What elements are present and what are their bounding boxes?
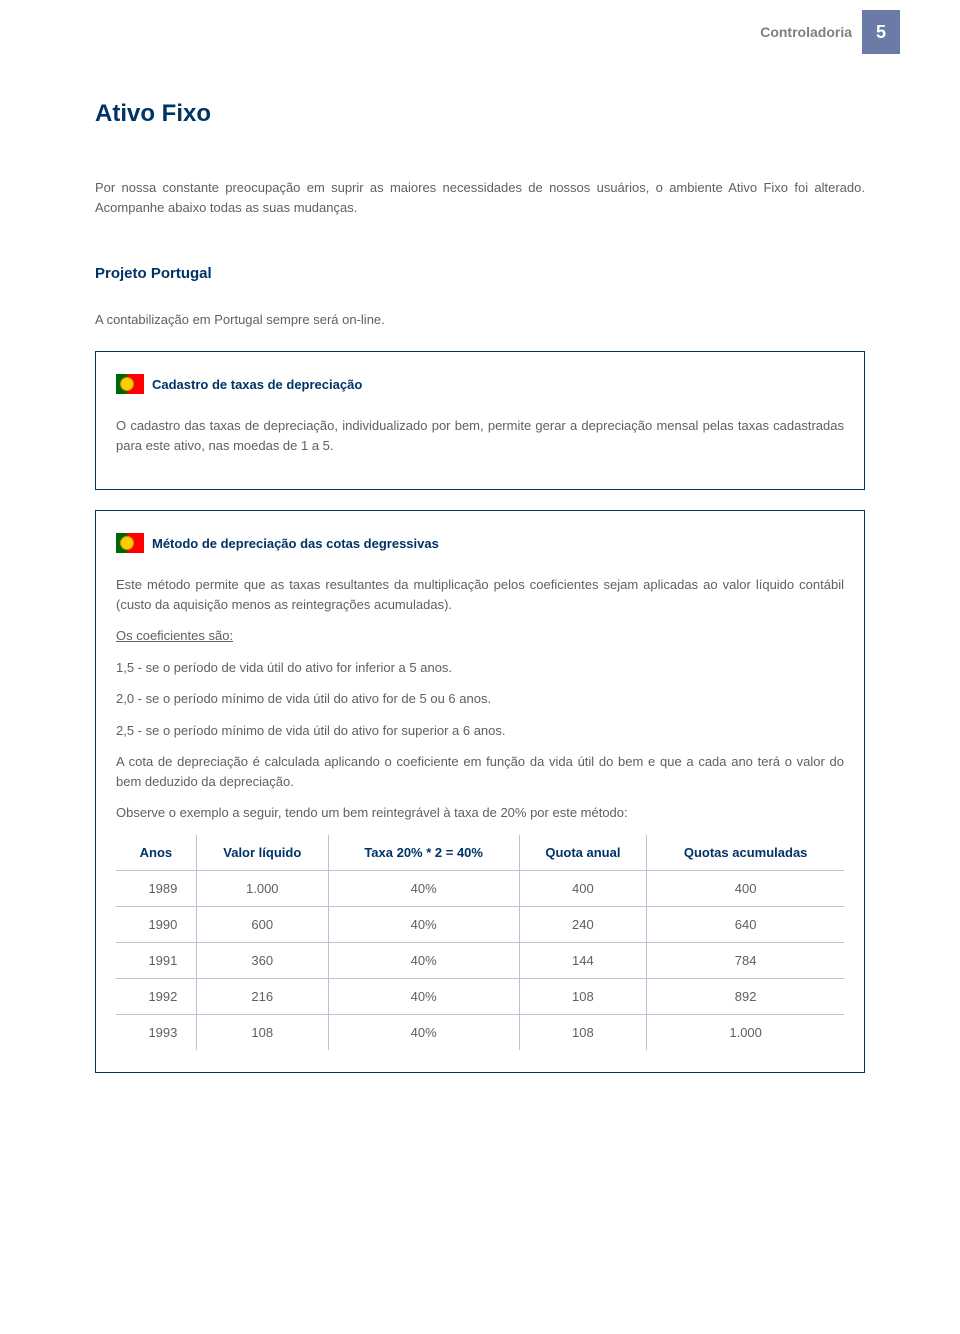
table-cell: 1989 <box>116 870 196 906</box>
col-quota-anual: Quota anual <box>519 835 647 871</box>
page-number: 5 <box>876 22 886 43</box>
table-cell: 40% <box>328 870 519 906</box>
table-cell: 1991 <box>116 942 196 978</box>
col-anos: Anos <box>116 835 196 871</box>
table-header-row: Anos Valor líquido Taxa 20% * 2 = 40% Qu… <box>116 835 844 871</box>
box-title-row: Cadastro de taxas de depreciação <box>116 374 844 394</box>
intro-paragraph: Por nossa constante preocupação em supri… <box>95 178 865 217</box>
table-cell: 892 <box>647 978 844 1014</box>
coef-1: 1,5 - se o período de vida útil do ativo… <box>116 658 844 678</box>
coef-3: 2,5 - se o período mínimo de vida útil d… <box>116 721 844 741</box>
table-cell: 240 <box>519 906 647 942</box>
page-header: Controladoria 5 <box>760 10 900 54</box>
table-cell: 144 <box>519 942 647 978</box>
box2-p2: A cota de depreciação é calculada aplica… <box>116 752 844 791</box>
col-valor: Valor líquido <box>196 835 328 871</box>
table-row: 199221640%108892 <box>116 978 844 1014</box>
table-cell: 360 <box>196 942 328 978</box>
coef-2: 2,0 - se o período mínimo de vida útil d… <box>116 689 844 709</box>
header-label: Controladoria <box>760 24 852 40</box>
portugal-flag-icon <box>116 533 144 553</box>
table-cell: 108 <box>196 1014 328 1050</box>
table-cell: 1.000 <box>196 870 328 906</box>
table-cell: 1993 <box>116 1014 196 1050</box>
box1-body: O cadastro das taxas de depreciação, ind… <box>116 416 844 455</box>
table-cell: 40% <box>328 906 519 942</box>
coef-label: Os coeficientes são: <box>116 626 844 646</box>
table-cell: 108 <box>519 978 647 1014</box>
col-quotas-acum: Quotas acumuladas <box>647 835 844 871</box>
box-cadastro: Cadastro de taxas de depreciação O cadas… <box>95 351 865 490</box>
table-cell: 784 <box>647 942 844 978</box>
box2-title: Método de depreciação das cotas degressi… <box>152 536 439 551</box>
table-cell: 40% <box>328 942 519 978</box>
table-cell: 1992 <box>116 978 196 1014</box>
table-row: 19891.00040%400400 <box>116 870 844 906</box>
col-taxa: Taxa 20% * 2 = 40% <box>328 835 519 871</box>
table-cell: 640 <box>647 906 844 942</box>
depreciation-table: Anos Valor líquido Taxa 20% * 2 = 40% Qu… <box>116 835 844 1050</box>
table-cell: 108 <box>519 1014 647 1050</box>
box-metodo: Método de depreciação das cotas degressi… <box>95 510 865 1073</box>
table-cell: 600 <box>196 906 328 942</box>
table-cell: 216 <box>196 978 328 1014</box>
page-content: Ativo Fixo Por nossa constante preocupaç… <box>95 100 865 1093</box>
table-row: 199310840%1081.000 <box>116 1014 844 1050</box>
page-title: Ativo Fixo <box>95 100 865 128</box>
table-row: 199136040%144784 <box>116 942 844 978</box>
table-cell: 1990 <box>116 906 196 942</box>
box2-p3: Observe o exemplo a seguir, tendo um bem… <box>116 803 844 823</box>
box1-title: Cadastro de taxas de depreciação <box>152 377 362 392</box>
table-cell: 40% <box>328 1014 519 1050</box>
table-cell: 1.000 <box>647 1014 844 1050</box>
box2-p1: Este método permite que as taxas resulta… <box>116 575 844 614</box>
portugal-flag-icon <box>116 374 144 394</box>
page-number-badge: 5 <box>862 10 900 54</box>
table-cell: 400 <box>519 870 647 906</box>
section-title: Projeto Portugal <box>95 265 865 282</box>
table-row: 199060040%240640 <box>116 906 844 942</box>
table-cell: 40% <box>328 978 519 1014</box>
section-subtitle: A contabilização em Portugal sempre será… <box>95 312 865 327</box>
box-title-row: Método de depreciação das cotas degressi… <box>116 533 844 553</box>
table-cell: 400 <box>647 870 844 906</box>
